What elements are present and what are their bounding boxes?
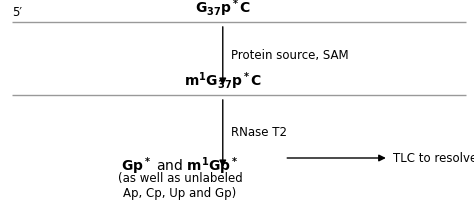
Text: $\mathbf{m^1G_{37}p^*C}$: $\mathbf{m^1G_{37}p^*C}$ (184, 70, 262, 92)
Text: (as well as unlabeled: (as well as unlabeled (118, 172, 243, 185)
Text: $\mathbf{G_{37}p^*C}$: $\mathbf{G_{37}p^*C}$ (195, 0, 251, 19)
Text: Protein source, SAM: Protein source, SAM (231, 48, 348, 61)
Text: 5′: 5′ (12, 6, 22, 19)
Text: TLC to resolve: TLC to resolve (392, 151, 474, 165)
Text: RNase T2: RNase T2 (231, 125, 287, 139)
Text: Ap, Cp, Up and Gp): Ap, Cp, Up and Gp) (124, 187, 237, 200)
Text: $\mathbf{Gp^*}$ and $\mathbf{m^1Gp^*}$: $\mathbf{Gp^*}$ and $\mathbf{m^1Gp^*}$ (121, 155, 239, 176)
